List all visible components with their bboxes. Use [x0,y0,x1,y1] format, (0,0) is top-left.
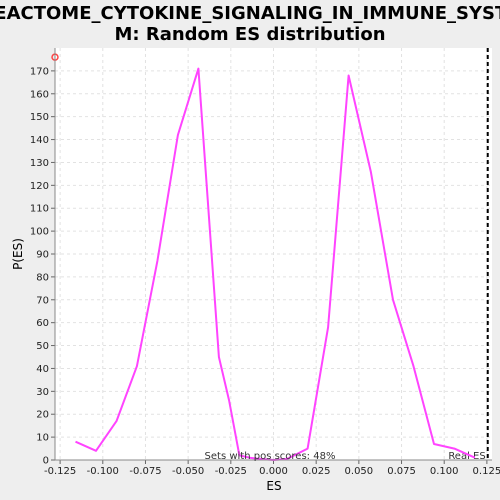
x-tick-label: -0.025 [215,466,247,477]
y-tick-label: 90 [36,250,49,261]
y-tick-label: 70 [36,295,49,306]
y-tick-label: 60 [36,318,49,329]
y-tick-label: 40 [36,364,49,375]
es-distribution-line [75,67,476,461]
y-tick-label: 110 [30,204,49,215]
y-axis-ticks: 0 10 20 30 40 50 60 70 80 90 100 110 120 130 140 150 160… [30,66,55,467]
y-tick-label: 130 [30,158,49,169]
y-tick-label: 0 [43,456,49,467]
x-axis-ticks: -0.125 -0.100 -0.075 -0.050 -0.025 0.000 0.025… [44,460,500,477]
chart-title-line-2: M: Random ES distribution [114,24,385,45]
x-tick-label: 0.100 [430,466,459,477]
real-es-group: Real ES [448,48,489,462]
y-tick-label: 170 [30,66,49,77]
y-tick-label: 140 [30,135,49,146]
y-tick-label: 160 [30,89,49,100]
x-tick-label: -0.125 [44,466,76,477]
x-tick-label: 0.050 [345,466,374,477]
x-tick-label: 0.000 [259,466,288,477]
real-es-label: Real ES [448,451,485,462]
x-tick-label: -0.100 [87,466,119,477]
y-tick-label: 100 [30,227,49,238]
x-tick-label: 0.075 [387,466,416,477]
y-tick-label: 80 [36,272,49,283]
chart-title-line-1: REACTOME_CYTOKINE_SIGNALING_IN_IMMUNE_SY… [0,3,500,24]
y-tick-label: 50 [36,341,49,352]
y-tick-label: 150 [30,112,49,123]
x-tick-label: 0.025 [302,466,331,477]
x-axis-label: ES [266,479,281,493]
x-tick-label: -0.075 [129,466,161,477]
y-tick-label: 10 [36,433,49,444]
y-tick-label: 30 [36,387,49,398]
x-tick-label: -0.050 [172,466,204,477]
x-tick-label: 0.125 [473,466,500,477]
pos-scores-annotation: Sets with pos scores: 48% [205,451,336,462]
y-tick-label: 20 [36,410,49,421]
y-tick-label: 120 [30,181,49,192]
y-axis-label: P(ES) [11,238,25,270]
